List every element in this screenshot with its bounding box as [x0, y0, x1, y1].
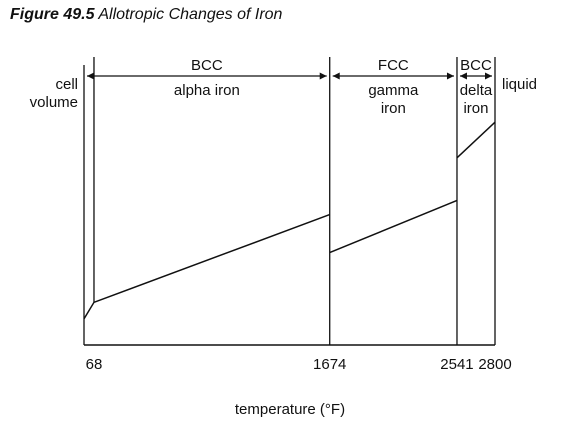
- phase-name-label: delta: [460, 82, 493, 99]
- x-tick-label: 68: [86, 356, 103, 373]
- series-line-1: [329, 199, 458, 254]
- x-axis-label: temperature (°F): [235, 401, 345, 418]
- phase-structure-label: BCC: [191, 57, 223, 74]
- figure-caption: Figure 49.5 Allotropic Changes of Iron: [10, 6, 282, 24]
- liquid-label: liquid: [502, 76, 537, 93]
- x-tick-label: 2541: [440, 356, 473, 373]
- y-axis-label: cell: [55, 76, 78, 93]
- phase-name-label: alpha iron: [174, 82, 240, 99]
- x-tick-label: 1674: [313, 356, 346, 373]
- figure-number: Figure 49.5: [10, 6, 95, 23]
- series-line-2: [456, 121, 496, 159]
- phase-name-label: iron: [463, 100, 488, 117]
- phase-name-label: iron: [381, 100, 406, 117]
- series-line-0: [83, 213, 330, 320]
- x-tick-label: 2800: [478, 356, 511, 373]
- phase-structure-label: FCC: [378, 57, 409, 74]
- phase-name-label: gamma: [368, 82, 419, 99]
- figure-title: Allotropic Changes of Iron: [98, 6, 283, 23]
- y-axis-label: volume: [30, 94, 78, 111]
- phase-structure-label: BCC: [460, 57, 492, 74]
